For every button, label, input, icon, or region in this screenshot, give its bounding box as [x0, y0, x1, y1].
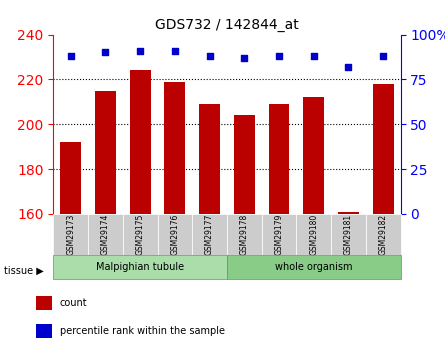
Text: whole organism: whole organism: [275, 263, 352, 272]
Point: [275, 53, 283, 59]
Text: GSM29180: GSM29180: [309, 214, 318, 255]
Bar: [95, 90, 116, 214]
Bar: [303, 97, 324, 214]
Bar: [227, 255, 400, 279]
Text: tissue ▶: tissue ▶: [4, 266, 44, 276]
Bar: [53, 214, 88, 255]
Bar: [366, 214, 400, 255]
Bar: [199, 104, 220, 214]
Point: [310, 53, 317, 59]
Bar: [296, 214, 331, 255]
Text: percentile rank within the sample: percentile rank within the sample: [60, 326, 225, 336]
Bar: [262, 214, 296, 255]
Text: GSM29175: GSM29175: [136, 214, 145, 255]
Text: GSM29176: GSM29176: [170, 214, 179, 255]
Text: Malpighian tubule: Malpighian tubule: [96, 263, 184, 272]
Bar: [130, 70, 150, 214]
Bar: [338, 211, 359, 214]
Bar: [227, 214, 262, 255]
Point: [380, 53, 387, 59]
Point: [102, 50, 109, 55]
Text: GSM29178: GSM29178: [240, 214, 249, 255]
Bar: [53, 255, 227, 279]
Point: [206, 53, 213, 59]
Point: [137, 48, 144, 53]
Point: [67, 53, 74, 59]
Text: count: count: [60, 298, 87, 308]
Bar: [158, 214, 192, 255]
Text: GSM29181: GSM29181: [344, 214, 353, 255]
Bar: [234, 115, 255, 214]
Text: GSM29174: GSM29174: [101, 214, 110, 255]
Bar: [269, 104, 289, 214]
Text: GSM29179: GSM29179: [275, 214, 283, 255]
Title: GDS732 / 142844_at: GDS732 / 142844_at: [155, 18, 299, 32]
Bar: [331, 214, 366, 255]
Point: [241, 55, 248, 61]
Bar: [192, 214, 227, 255]
Bar: [373, 84, 393, 214]
Bar: [36, 296, 52, 309]
Text: GSM29173: GSM29173: [66, 214, 75, 255]
Text: GSM29182: GSM29182: [379, 214, 388, 255]
Bar: [88, 214, 123, 255]
Bar: [123, 214, 158, 255]
Point: [345, 64, 352, 70]
Point: [171, 48, 178, 53]
Bar: [165, 81, 185, 214]
Bar: [36, 324, 52, 337]
Bar: [61, 142, 81, 214]
Text: GSM29177: GSM29177: [205, 214, 214, 255]
